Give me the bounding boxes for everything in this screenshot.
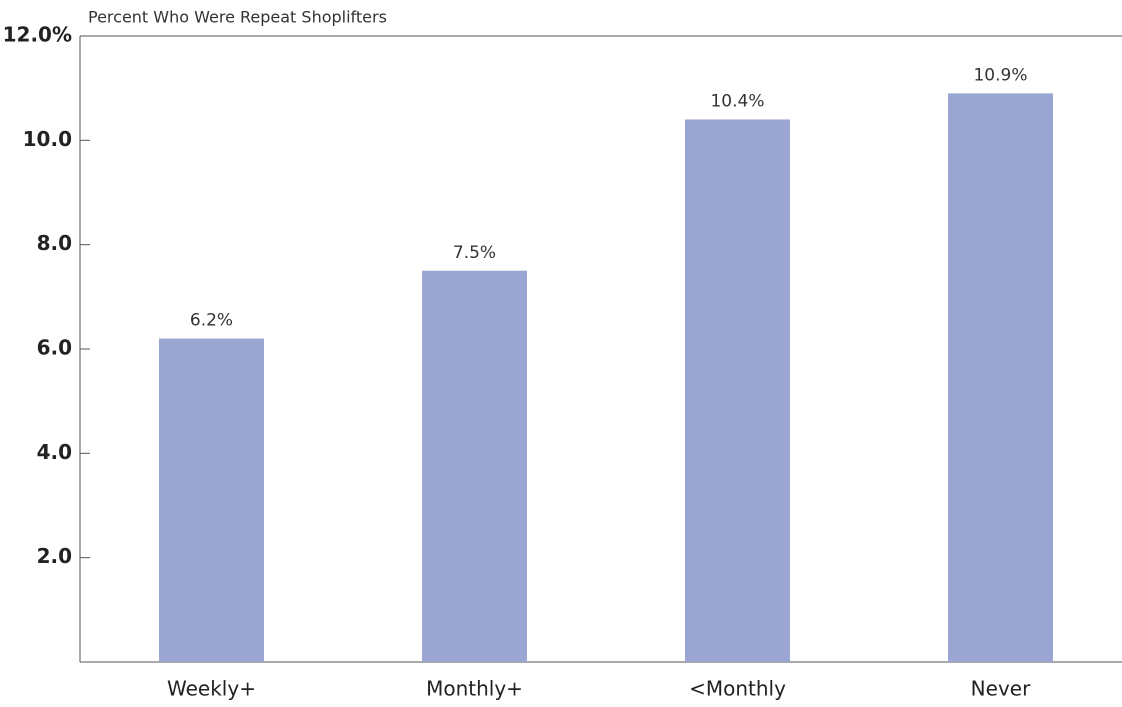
chart-title: Percent Who Were Repeat Shoplifters bbox=[88, 8, 387, 27]
y-tick-label: 6.0 bbox=[37, 336, 72, 360]
bar bbox=[685, 119, 790, 662]
x-tick-label: <Monthly bbox=[689, 677, 786, 701]
value-label: 10.9% bbox=[973, 65, 1027, 85]
x-tick-label: Monthly+ bbox=[426, 677, 523, 701]
bar bbox=[422, 270, 527, 662]
value-label: 7.5% bbox=[453, 243, 496, 263]
x-tick-label: Weekly+ bbox=[167, 677, 256, 701]
value-label: 10.4% bbox=[710, 91, 764, 111]
y-tick-label: 12.0% bbox=[3, 23, 72, 47]
y-tick-label: 4.0 bbox=[37, 440, 72, 464]
y-tick-label: 10.0 bbox=[23, 127, 72, 151]
x-tick-label: Never bbox=[971, 677, 1031, 701]
bar bbox=[159, 338, 264, 662]
bar bbox=[948, 93, 1053, 663]
y-tick-label: 8.0 bbox=[37, 231, 72, 255]
y-tick-label: 2.0 bbox=[37, 544, 72, 568]
value-label: 6.2% bbox=[190, 311, 233, 331]
